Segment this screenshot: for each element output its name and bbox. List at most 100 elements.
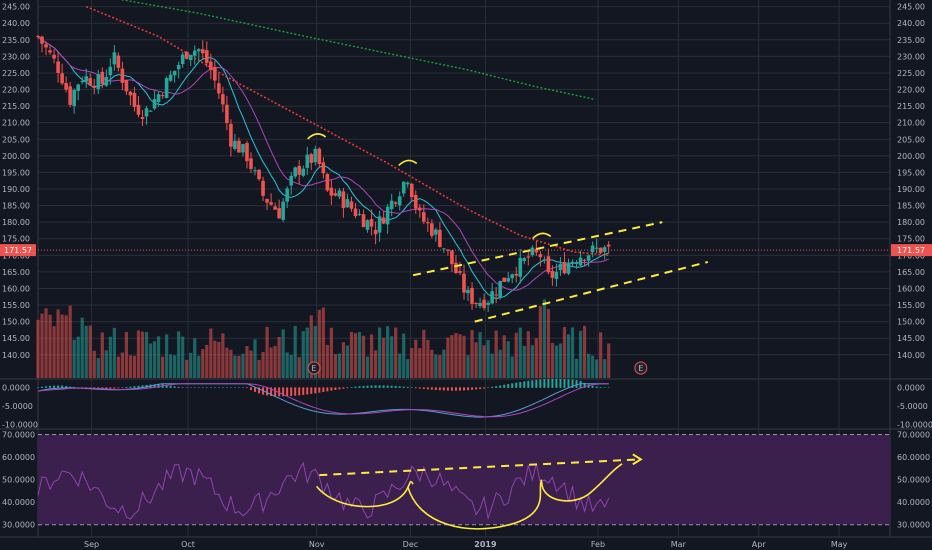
volume-bar	[337, 353, 342, 378]
candle-body	[180, 54, 185, 65]
price-tick-left: 210.00	[2, 119, 30, 128]
volume-bar	[104, 350, 108, 378]
price-tick-left: 145.00	[2, 334, 30, 343]
macd-histogram-bar	[402, 386, 405, 388]
candle-body	[417, 207, 422, 211]
volume-bar	[245, 346, 249, 378]
price-tick-left: 220.00	[2, 86, 30, 95]
macd-histogram-bar	[487, 387, 490, 388]
volume-bar	[160, 356, 165, 378]
price-tick-right: 140.00	[897, 351, 925, 360]
macd-histogram-bar	[527, 380, 530, 388]
macd-histogram-bar	[354, 386, 357, 388]
macd-histogram-bar	[515, 382, 518, 388]
volume-bar	[365, 356, 370, 378]
rsi-tick-left: 60.0000	[2, 453, 35, 462]
candle-body	[132, 92, 137, 107]
volume-bar	[273, 345, 277, 378]
candle-body	[313, 149, 318, 163]
price-tick-right: 175.00	[897, 235, 925, 244]
price-candles	[36, 34, 611, 313]
volume-bar	[132, 355, 137, 378]
volume-bar	[76, 336, 80, 378]
candle-body	[373, 229, 378, 235]
candle-body	[120, 68, 125, 83]
price-tick-right: 205.00	[897, 135, 925, 144]
volume-bar	[378, 327, 382, 378]
volume-bar	[181, 336, 185, 378]
candle-body	[462, 273, 466, 293]
candle-body	[450, 250, 454, 265]
volume-bar	[233, 355, 237, 378]
volume-bar	[434, 354, 438, 378]
candle-body	[434, 229, 438, 235]
candle-body	[68, 86, 72, 105]
candle-body	[172, 70, 177, 76]
volume-bar	[446, 337, 450, 378]
volume-bar	[317, 309, 321, 378]
macd-histogram-bar	[430, 387, 433, 390]
candle-body	[506, 278, 511, 282]
macd-histogram-bar	[254, 387, 257, 392]
macd-histogram-bar	[221, 387, 224, 388]
candle-body	[92, 85, 97, 88]
candle-body	[108, 66, 113, 76]
volume-bar	[277, 336, 281, 378]
price-tick-left: 200.00	[2, 152, 30, 161]
volume-bar	[534, 338, 538, 378]
volume-bar	[554, 345, 559, 378]
volume-bar	[474, 342, 478, 378]
macd-histogram-bar	[559, 378, 562, 388]
macd-histogram-bar	[531, 380, 534, 388]
time-axis-label: Mar	[671, 540, 687, 549]
candle-body	[574, 262, 579, 264]
candle-body	[470, 287, 474, 304]
volume-bar	[558, 343, 563, 378]
volume-bar	[64, 315, 68, 378]
candle-body	[454, 262, 458, 274]
volume-bar	[124, 332, 129, 378]
candle-body	[546, 256, 551, 273]
rsi-tick-left: 70.0000	[2, 431, 35, 440]
volume-bar	[349, 331, 354, 378]
price-tick-left: 205.00	[2, 135, 30, 144]
candle-body	[466, 289, 470, 294]
macd-histogram-bar	[125, 386, 128, 388]
volume-bar	[108, 336, 112, 378]
rsi-big-cup	[406, 479, 543, 530]
macd-histogram-bar	[330, 387, 333, 391]
macd-histogram-bar	[491, 386, 494, 388]
candle-body	[192, 50, 197, 56]
candle-body	[96, 74, 101, 90]
candle-body	[124, 79, 129, 92]
candle-body	[538, 254, 543, 258]
macd-histogram-bar	[177, 386, 180, 388]
macd-histogram-bar	[386, 385, 389, 388]
volume-bar	[249, 350, 253, 378]
volume-bar	[329, 327, 333, 378]
volume-bar	[136, 330, 141, 378]
volume-bar	[48, 314, 52, 378]
candle-body	[530, 247, 535, 256]
macd-histogram-bar	[49, 385, 52, 388]
macd-histogram-bar	[571, 379, 574, 388]
price-tick-right: 150.00	[897, 318, 925, 327]
candle-body	[168, 74, 173, 81]
current-price-tag-right	[891, 244, 932, 257]
candle-body	[100, 71, 105, 84]
candle-body	[426, 222, 430, 224]
candle-body	[225, 104, 229, 124]
volume-bar	[486, 340, 490, 378]
candle-body	[253, 170, 257, 172]
macd-histogram-bar	[390, 385, 393, 388]
candle-body	[582, 259, 587, 261]
volume-bar	[333, 354, 337, 378]
candle-body	[365, 220, 370, 230]
macd-histogram-bar	[446, 387, 449, 391]
macd-histogram-bar	[442, 387, 445, 391]
macd-histogram-bar	[551, 378, 554, 388]
macd-histogram-bar	[547, 378, 550, 388]
volume-bar	[566, 334, 571, 378]
macd-histogram-bar	[229, 387, 232, 388]
